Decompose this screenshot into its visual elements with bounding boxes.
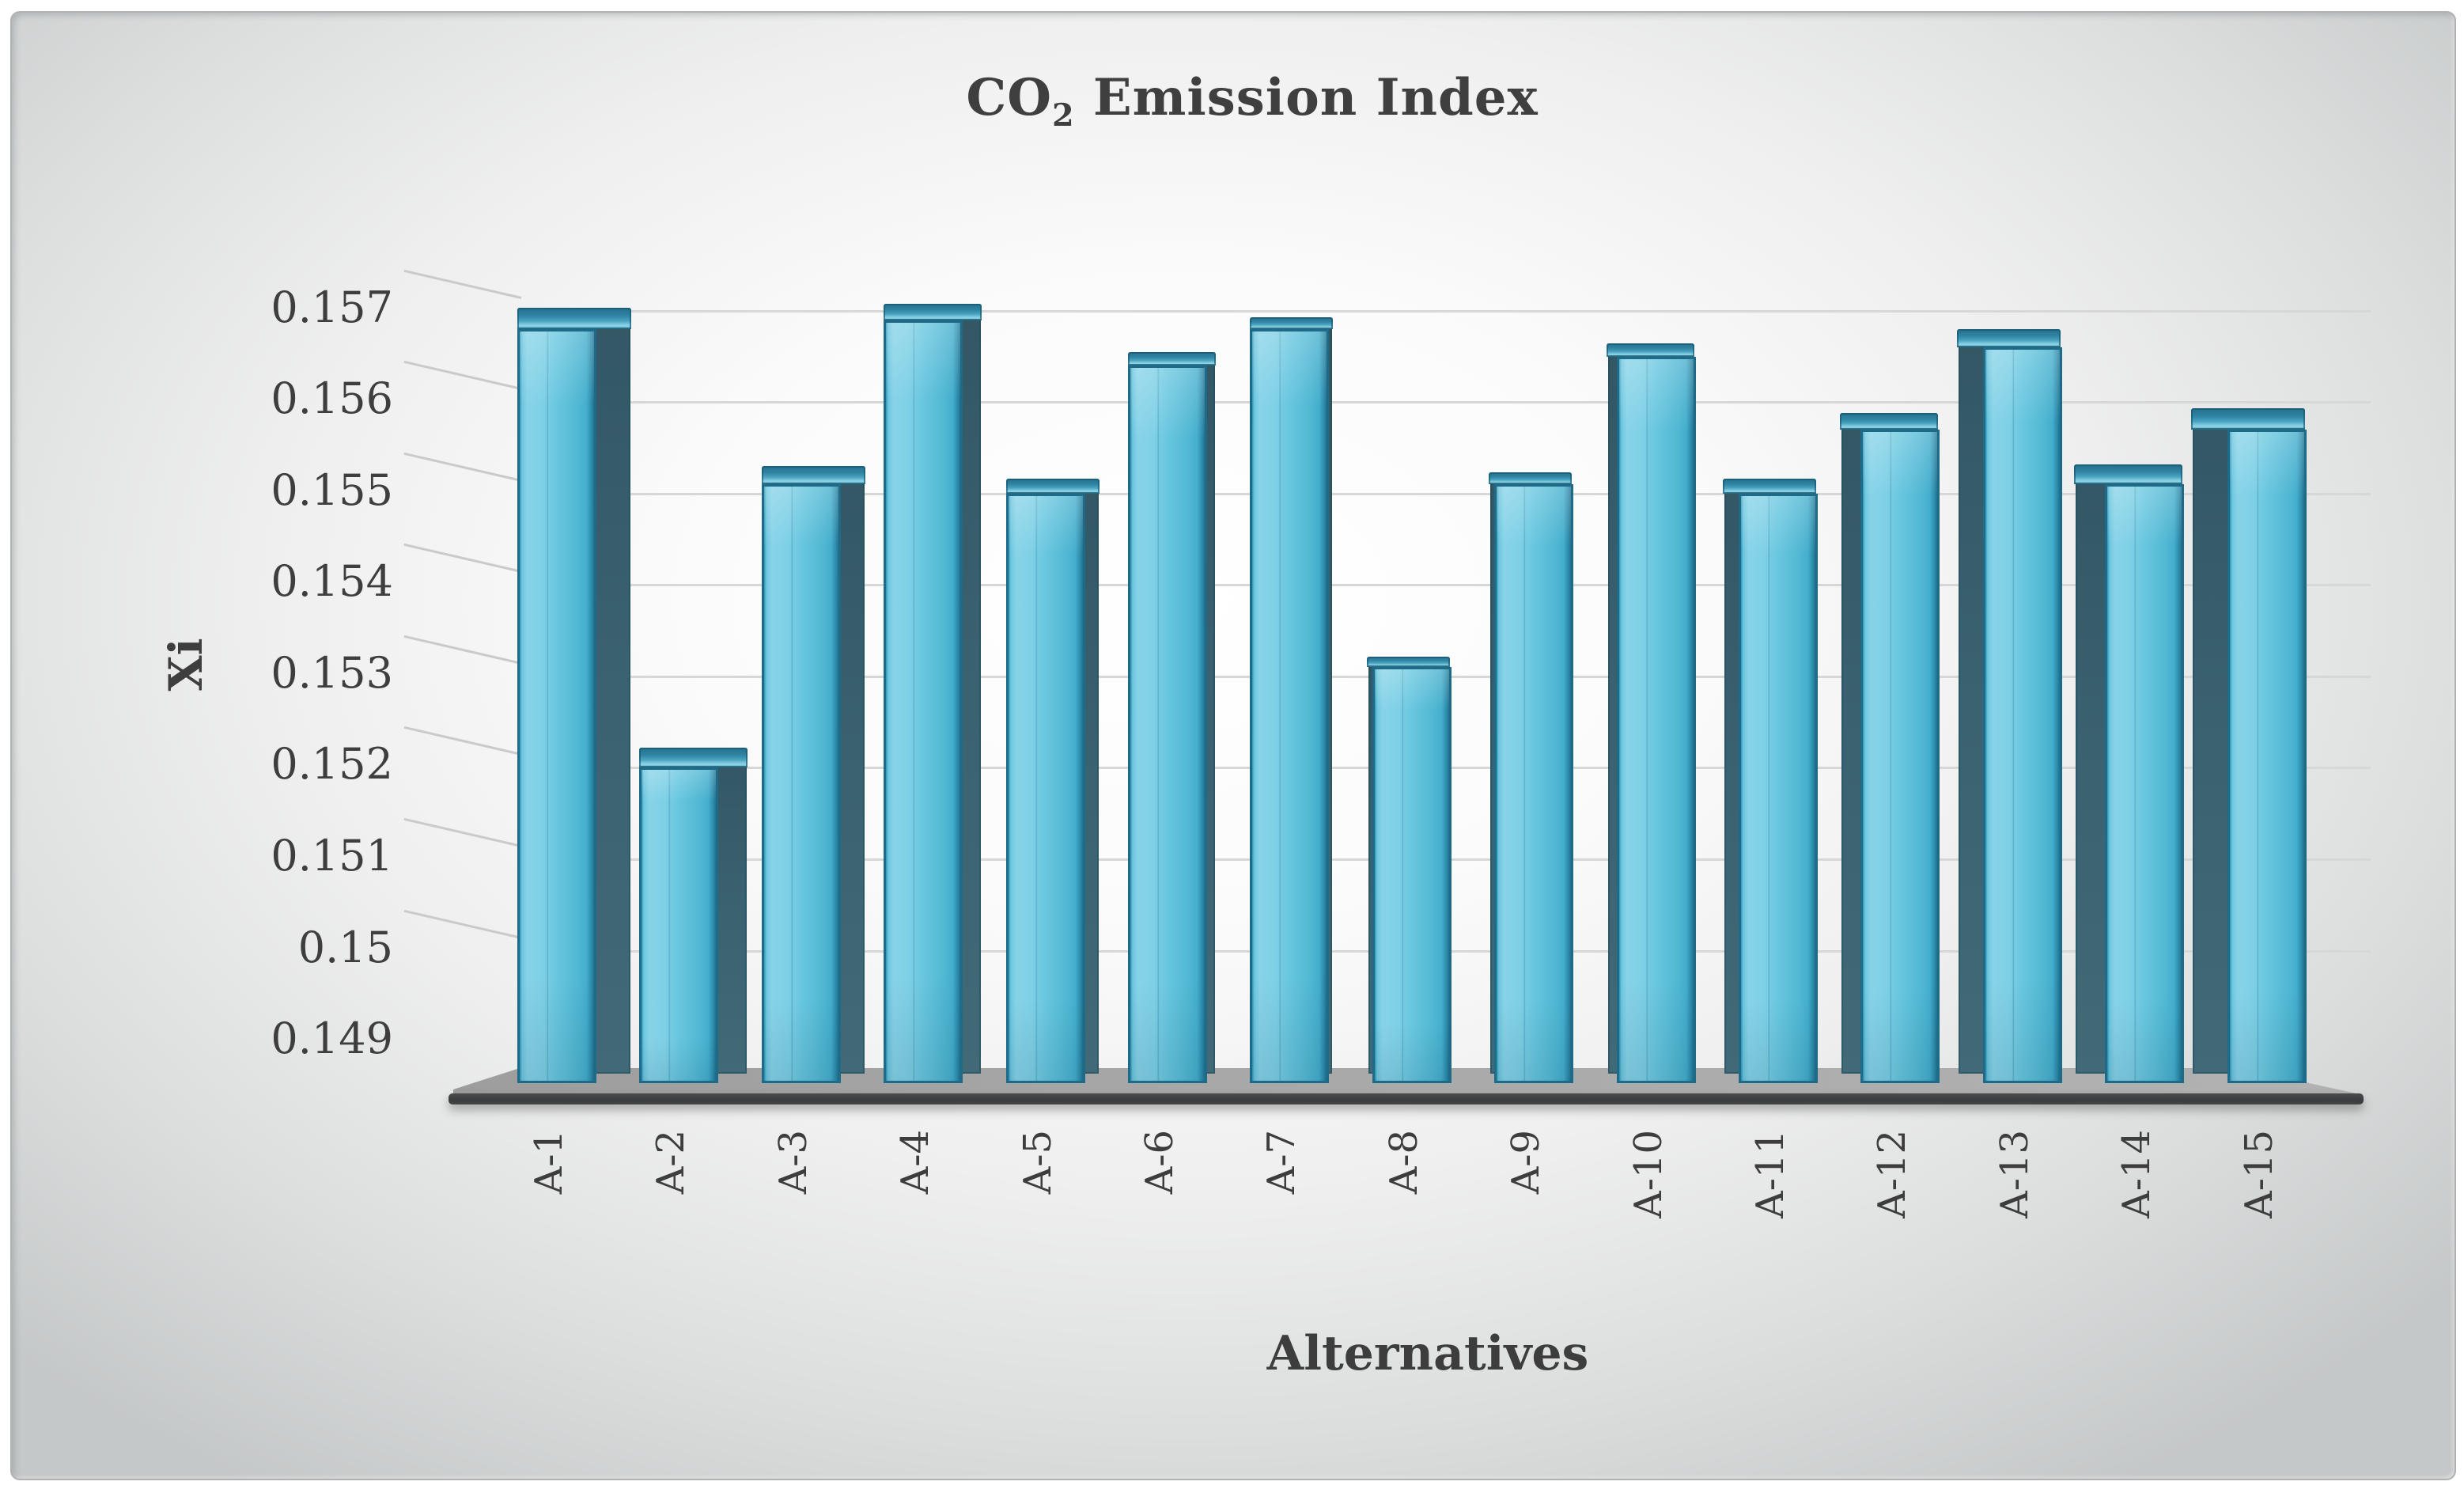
bar-top-face-A-3 (762, 466, 865, 484)
bar-side-face-A-5 (1083, 483, 1099, 1074)
bar-A-8 (1372, 667, 1452, 1083)
bar-A-2 (639, 767, 718, 1083)
bar-top-face-A-14 (2074, 464, 2182, 484)
gridline-leadin-0.157 (403, 269, 522, 299)
gridline-leadin-0.154 (403, 543, 522, 573)
chart-title: CO2 Emission Index (853, 68, 1652, 131)
bar-A-3 (762, 484, 841, 1083)
bar-side-face-A-14 (2076, 468, 2106, 1074)
gridline-leadin-0.152 (403, 726, 522, 756)
y-tick-label-0.151: 0.151 (271, 831, 393, 881)
y-axis-title: Xi (159, 638, 213, 691)
y-tick-label-0.153: 0.153 (271, 648, 393, 698)
bar-A-10 (1617, 357, 1696, 1083)
x-tick-label-A-9: A-9 (1504, 1130, 1548, 1195)
x-axis-line (449, 1093, 2364, 1104)
bar-A-12 (1860, 430, 1940, 1083)
y-tick-label-0.149: 0.149 (271, 1014, 393, 1063)
y-tick-label-0.152: 0.152 (271, 739, 393, 789)
bar-side-face-A-1 (594, 312, 630, 1074)
bar-side-face-A-8 (1368, 661, 1374, 1074)
bar-A-13 (1983, 347, 2062, 1083)
x-tick-label-A-1: A-1 (527, 1130, 571, 1195)
bar-A-7 (1250, 329, 1329, 1083)
gridline-leadin-0.153 (403, 635, 522, 665)
bar-side-face-A-10 (1608, 347, 1618, 1074)
x-axis-title: Alternatives (1266, 1326, 1589, 1381)
x-tick-label-A-2: A-2 (649, 1130, 693, 1195)
gridline-leadin-0.151 (403, 817, 522, 847)
gridline-0.156 (520, 401, 2371, 404)
bar-side-face-A-6 (1205, 356, 1215, 1074)
x-tick-label-A-3: A-3 (771, 1130, 816, 1195)
x-tick-label-A-11: A-11 (1748, 1130, 1792, 1218)
chart-title-post: Emission Index (1074, 68, 1539, 127)
x-tick-label-A-4: A-4 (893, 1130, 937, 1195)
bar-top-face-A-1 (517, 308, 631, 329)
x-tick-label-A-8: A-8 (1382, 1130, 1426, 1195)
chart-canvas: CO2 Emission Index Xi 0.157 0.156 0.155 0.1… (10, 11, 2456, 1480)
gridline-0.155 (520, 493, 2371, 495)
bar-top-face-A-8 (1367, 657, 1450, 667)
bar-A-4 (884, 320, 963, 1083)
bar-side-face-A-13 (1959, 333, 1985, 1074)
bar-A-11 (1739, 494, 1818, 1083)
x-tick-label-A-5: A-5 (1016, 1130, 1060, 1195)
bar-side-face-A-15 (2193, 412, 2229, 1074)
bar-side-face-A-9 (1490, 476, 1496, 1074)
x-tick-label-A-10: A-10 (1626, 1130, 1671, 1218)
bar-top-face-A-12 (1840, 413, 1938, 430)
x-tick-label-A-12: A-12 (1870, 1130, 1914, 1218)
bar-side-face-A-12 (1841, 417, 1862, 1074)
gridline-leadin-0.156 (403, 360, 522, 390)
bar-top-face-A-5 (1006, 479, 1100, 494)
chart-title-pre: CO (966, 68, 1052, 127)
bar-side-face-A-2 (716, 752, 747, 1074)
bar-side-face-A-11 (1724, 483, 1740, 1074)
bar-top-face-A-15 (2191, 408, 2305, 430)
x-tick-label-A-15: A-15 (2237, 1130, 2281, 1218)
y-tick-label-0.15: 0.15 (297, 923, 393, 972)
bar-top-face-A-9 (1489, 472, 1572, 484)
x-tick-label-A-13: A-13 (1993, 1130, 2037, 1218)
bar-A-9 (1494, 484, 1573, 1083)
chart-title-subscript: 2 (1052, 97, 1075, 134)
bar-top-face-A-4 (884, 304, 982, 320)
x-tick-label-A-14: A-14 (2114, 1130, 2159, 1218)
y-tick-label-0.154: 0.154 (271, 556, 393, 606)
y-tick-label-0.156: 0.156 (271, 373, 393, 423)
y-tick-label-0.155: 0.155 (271, 465, 393, 515)
bar-top-face-A-10 (1607, 343, 1694, 357)
bar-side-face-A-3 (838, 470, 865, 1074)
y-tick-label-0.157: 0.157 (271, 282, 393, 332)
bar-A-14 (2105, 484, 2184, 1083)
bar-A-1 (517, 329, 596, 1083)
bar-A-5 (1006, 494, 1085, 1083)
bar-top-face-A-2 (639, 748, 748, 767)
x-tick-label-A-7: A-7 (1259, 1130, 1304, 1195)
x-tick-label-A-6: A-6 (1137, 1130, 1182, 1195)
gridline-0.157 (520, 310, 2371, 313)
bar-top-face-A-11 (1723, 479, 1816, 494)
bar-top-face-A-6 (1128, 352, 1216, 366)
bar-A-15 (2227, 430, 2307, 1083)
bar-side-face-A-4 (960, 308, 981, 1074)
bar-top-face-A-7 (1250, 317, 1333, 329)
gridline-leadin-0.15 (403, 909, 522, 939)
bar-A-6 (1128, 366, 1207, 1083)
gridline-0.154 (520, 584, 2371, 586)
gridline-leadin-0.155 (403, 452, 522, 482)
bar-side-face-A-7 (1327, 321, 1332, 1074)
bar-top-face-A-13 (1957, 329, 2061, 347)
